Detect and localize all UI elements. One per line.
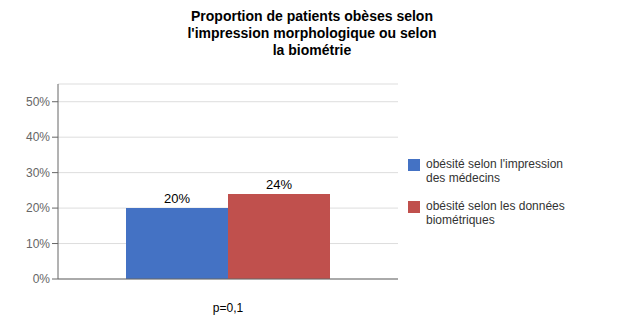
html-text:biométriques: biométriques bbox=[426, 212, 495, 227]
html-text:obésité selon les données: obésité selon les données bbox=[426, 198, 565, 213]
html-text:Proportion de patients obèses: Proportion de patients obèses selon bbox=[191, 8, 433, 24]
svg-text:50%: 50% bbox=[26, 95, 50, 109]
svg-text:40%: 40% bbox=[26, 130, 50, 144]
html-text:l'impression morphologique ou: l'impression morphologique ou selon bbox=[187, 25, 437, 41]
svg-text:20%: 20% bbox=[164, 191, 190, 206]
svg-text:20%: 20% bbox=[26, 201, 50, 215]
svg-text:30%: 30% bbox=[26, 166, 50, 180]
svg-text:p=0,1: p=0,1 bbox=[213, 301, 244, 315]
html-text:des médecins: des médecins bbox=[426, 170, 500, 185]
html-text:la biométrie: la biométrie bbox=[272, 42, 352, 58]
svg-text:10%: 10% bbox=[26, 237, 50, 251]
svg-text:24%: 24% bbox=[266, 177, 292, 192]
svg-text:0%: 0% bbox=[33, 272, 51, 286]
html-text:obésité selon l'impression: obésité selon l'impression bbox=[426, 156, 563, 171]
